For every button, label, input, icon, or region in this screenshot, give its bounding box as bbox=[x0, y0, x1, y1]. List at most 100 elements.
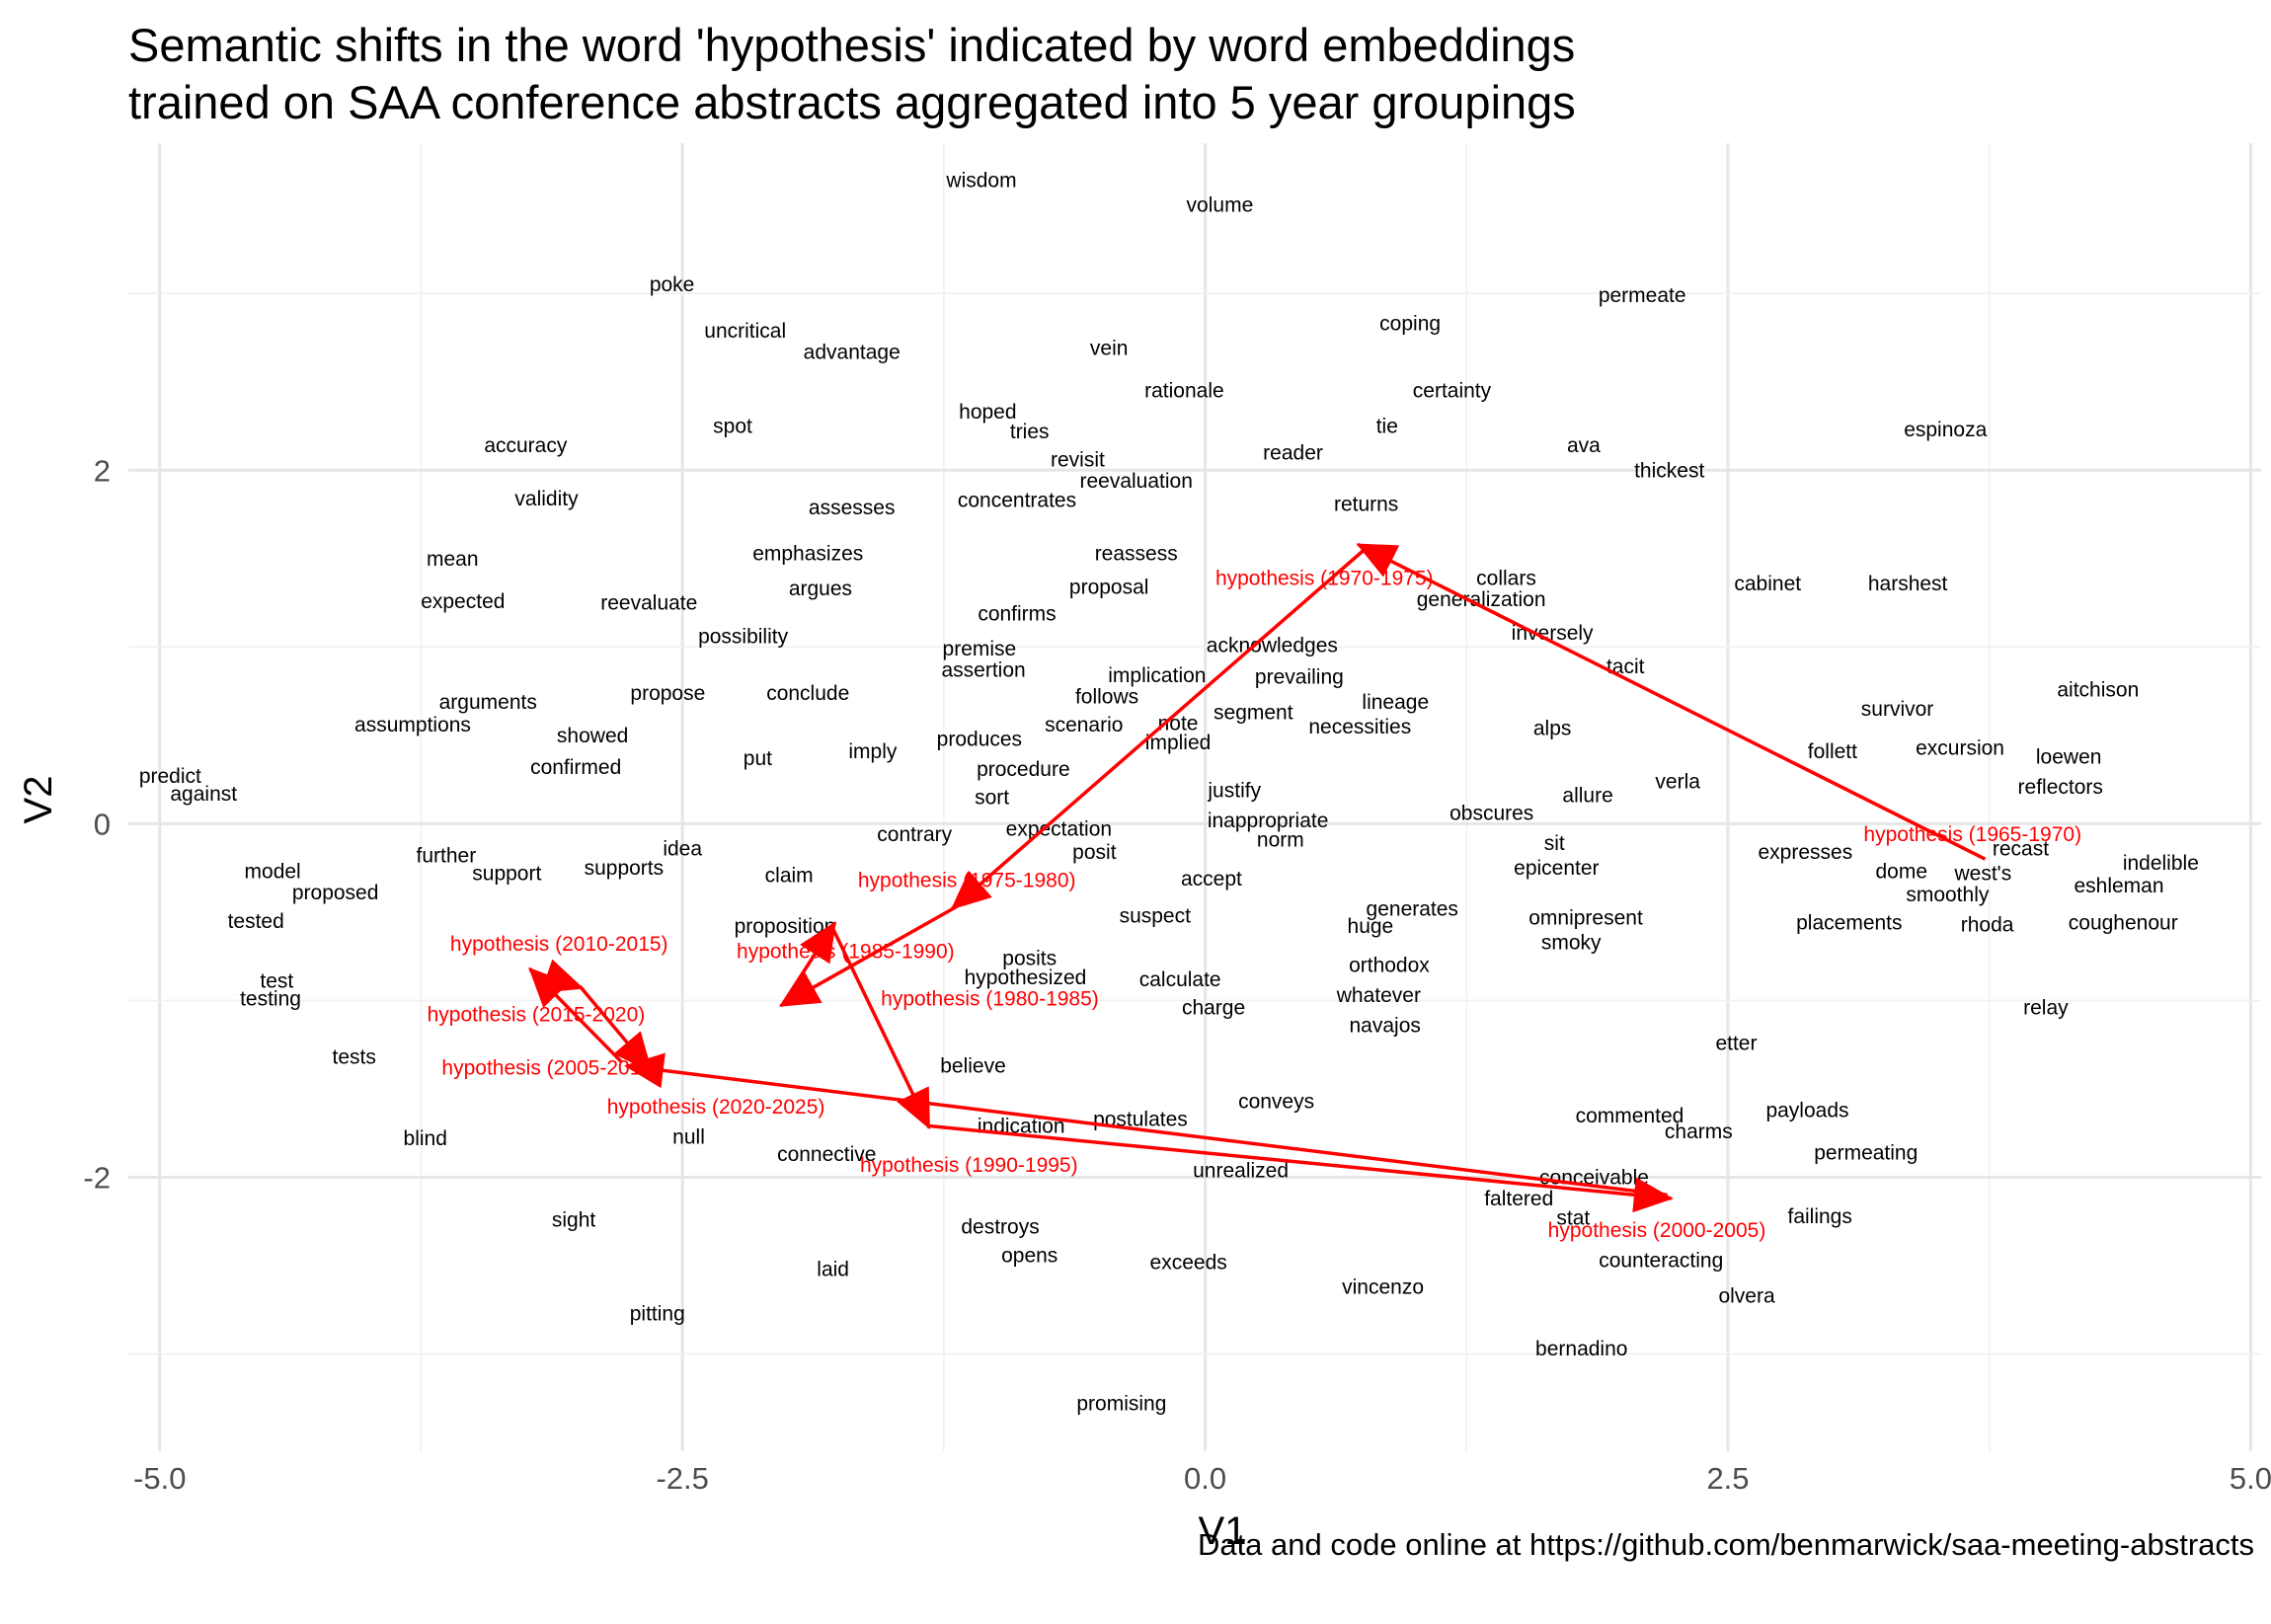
word-label: ava bbox=[1567, 434, 1601, 457]
hypothesis-arrows bbox=[528, 542, 1987, 1213]
grid bbox=[128, 143, 2261, 1451]
word-labels: wisdom volume poke permeate coping uncritical… bbox=[139, 170, 2199, 1416]
word-label: confirmed bbox=[530, 756, 621, 779]
x-axis-ticks: -5.0 -2.5 0.0 2.5 5.0 bbox=[133, 1461, 2271, 1496]
word-label: reevaluate bbox=[600, 592, 697, 615]
word-label: commented bbox=[1576, 1105, 1684, 1127]
word-label: pitting bbox=[630, 1302, 685, 1325]
word-label: argues bbox=[789, 578, 852, 600]
word-label: testing bbox=[240, 988, 301, 1011]
word-label: epicenter bbox=[1514, 857, 1599, 880]
word-label: confirms bbox=[978, 602, 1056, 625]
word-label: spot bbox=[713, 415, 752, 437]
word-label: eshleman bbox=[2074, 875, 2163, 897]
x-axis-title: V1 bbox=[1199, 1509, 1247, 1553]
word-label: segment bbox=[1214, 702, 1293, 725]
word-label: rationale bbox=[1144, 380, 1224, 403]
hypothesis-labels: hypothesis (1965-1970) hypothesis (1970-1… bbox=[428, 567, 2081, 1242]
hypothesis-label: hypothesis (2020-2025) bbox=[607, 1096, 825, 1119]
y-tick-label: -2 bbox=[83, 1160, 111, 1195]
word-label: arguments bbox=[439, 691, 537, 714]
hypothesis-label: hypothesis (2015-2020) bbox=[428, 1004, 646, 1027]
word-label: necessities bbox=[1308, 716, 1411, 738]
word-label: claim bbox=[765, 864, 814, 887]
word-label: reassess bbox=[1095, 542, 1178, 565]
word-label: implication bbox=[1108, 664, 1206, 687]
word-label: cabinet bbox=[1734, 573, 1801, 595]
word-label: produces bbox=[937, 728, 1022, 750]
word-label: proposed bbox=[292, 882, 379, 904]
word-label: acknowledges bbox=[1207, 635, 1338, 657]
word-label: survivor bbox=[1861, 698, 1934, 721]
word-label: exceeds bbox=[1150, 1251, 1227, 1274]
word-label: unrealized bbox=[1193, 1159, 1289, 1182]
x-tick-label: 5.0 bbox=[2230, 1461, 2271, 1496]
hypothesis-label: hypothesis (1980-1985) bbox=[881, 988, 1099, 1011]
word-label: null bbox=[672, 1125, 705, 1148]
word-label: opens bbox=[1001, 1244, 1057, 1267]
word-label: harshest bbox=[1868, 573, 1948, 595]
hypothesis-arrow bbox=[579, 984, 653, 1073]
word-label: vein bbox=[1090, 338, 1129, 360]
word-label: believe bbox=[940, 1055, 1006, 1078]
word-label: thickest bbox=[1634, 459, 1704, 482]
word-label: collars bbox=[1476, 567, 1536, 589]
word-label: poke bbox=[650, 273, 695, 296]
hypothesis-label: hypothesis (2000-2005) bbox=[1548, 1219, 1766, 1242]
word-label: scenario bbox=[1045, 714, 1123, 736]
word-label: permeating bbox=[1814, 1141, 1918, 1164]
hypothesis-arrow bbox=[928, 1123, 1674, 1213]
word-label: excursion bbox=[1916, 736, 2004, 759]
word-label: posit bbox=[1072, 841, 1117, 864]
word-label: allure bbox=[1562, 785, 1612, 808]
word-label: sort bbox=[975, 787, 1009, 810]
word-label: charge bbox=[1182, 997, 1245, 1020]
word-label: payloads bbox=[1765, 1099, 1848, 1121]
word-label: assertion bbox=[942, 659, 1026, 682]
x-tick-label: 0.0 bbox=[1184, 1461, 1226, 1496]
x-tick-label: 2.5 bbox=[1706, 1461, 1749, 1496]
word-label: propose bbox=[630, 682, 705, 705]
y-tick-label: 2 bbox=[94, 453, 111, 488]
word-label: put bbox=[744, 747, 772, 770]
word-label: model bbox=[245, 861, 301, 884]
chart-title-line-1: Semantic shifts in the word 'hypothesis'… bbox=[128, 19, 1575, 71]
word-label: showed bbox=[557, 725, 628, 747]
word-label: calculate bbox=[1139, 968, 1221, 991]
word-label: coughenour bbox=[2069, 912, 2178, 935]
word-label: against bbox=[170, 783, 237, 806]
word-label: hypothesized bbox=[965, 967, 1087, 989]
word-label: proposition bbox=[735, 915, 836, 938]
word-label: indelible bbox=[2123, 852, 2199, 875]
word-label: placements bbox=[1796, 912, 1902, 935]
word-label: rhoda bbox=[1961, 913, 2014, 936]
word-label: suspect bbox=[1120, 904, 1192, 927]
hypothesis-label: hypothesis (1965-1970) bbox=[1863, 823, 2081, 846]
word-label: generalization bbox=[1417, 588, 1546, 611]
word-label: accept bbox=[1181, 868, 1242, 890]
word-label: smoky bbox=[1541, 931, 1602, 954]
word-label: certainty bbox=[1413, 380, 1492, 403]
word-label: possibility bbox=[698, 626, 789, 649]
word-label: west's bbox=[1954, 862, 2012, 885]
word-label: support bbox=[472, 862, 541, 885]
chart-title-line-2: trained on SAA conference abstracts aggr… bbox=[128, 76, 1576, 128]
word-label: omnipresent bbox=[1528, 906, 1643, 929]
word-label: lineage bbox=[1362, 691, 1429, 714]
word-label: inversely bbox=[1512, 622, 1594, 645]
word-label: returns bbox=[1334, 493, 1398, 515]
word-label: conclude bbox=[766, 682, 849, 705]
word-label: sight bbox=[552, 1208, 596, 1231]
chart-caption: Data and code online at https://github.c… bbox=[1198, 1527, 2254, 1562]
hypothesis-label: hypothesis (2010-2015) bbox=[450, 933, 668, 956]
word-label: dome bbox=[1875, 861, 1927, 884]
word-label: blind bbox=[404, 1127, 447, 1150]
word-label: navajos bbox=[1350, 1014, 1421, 1037]
word-label: revisit bbox=[1051, 449, 1105, 472]
word-label: tested bbox=[228, 910, 284, 933]
word-label: note bbox=[1158, 712, 1199, 735]
word-label: concentrates bbox=[958, 490, 1076, 512]
word-label: proposal bbox=[1069, 576, 1149, 598]
word-label: whatever bbox=[1336, 984, 1421, 1007]
